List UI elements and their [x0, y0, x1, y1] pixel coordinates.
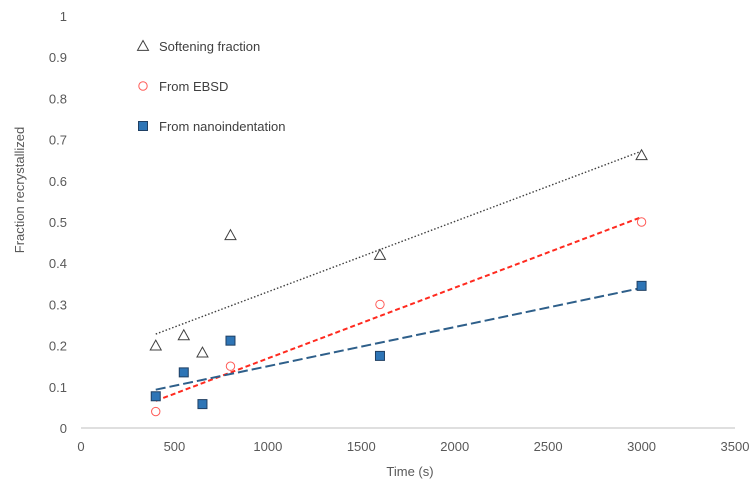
x-tick-label: 500 [164, 439, 186, 454]
y-tick-label: 0.9 [49, 50, 67, 65]
data-markers [149, 148, 648, 417]
y-tick-label: 0.6 [49, 174, 67, 189]
data-point [636, 280, 647, 291]
data-point [635, 148, 648, 161]
x-axis-title: Time (s) [386, 464, 433, 479]
x-tick-label: 2000 [440, 439, 469, 454]
y-tick-label: 0.7 [49, 133, 67, 148]
data-point [197, 399, 208, 410]
x-tick-label: 3500 [721, 439, 750, 454]
x-tick-labels: 0 500 1000 1500 2000 2500 3000 3500 [77, 439, 749, 454]
legend-marker [136, 39, 150, 51]
data-point [150, 391, 161, 402]
data-point [196, 346, 209, 358]
trendline [155, 286, 642, 391]
legend: Softening fraction From EBSD From nanoinde… [136, 39, 285, 134]
data-point [225, 361, 236, 371]
y-tick-labels: 0 0.1 0.2 0.3 0.4 0.5 0.6 0.7 0.8 0.9 1 [49, 9, 67, 436]
data-point [224, 228, 237, 241]
y-tick-label: 0 [60, 421, 67, 436]
data-point [177, 328, 191, 341]
x-tick-label: 1000 [253, 439, 282, 454]
trendline [155, 216, 642, 402]
y-tick-label: 1 [60, 9, 67, 24]
data-point [374, 350, 385, 361]
legend-label: From EBSD [159, 79, 228, 94]
x-tick-label: 1500 [347, 439, 376, 454]
y-tick-label: 0.2 [49, 339, 67, 354]
data-point [151, 406, 161, 417]
x-tick-label: 0 [77, 439, 84, 454]
data-point [178, 367, 189, 378]
legend-label: Softening fraction [159, 39, 260, 54]
data-point [149, 339, 163, 351]
data-point [225, 335, 236, 346]
trendlines [155, 150, 642, 402]
x-tick-label: 3000 [627, 439, 656, 454]
x-tick-label: 2500 [534, 439, 563, 454]
y-tick-label: 0.4 [49, 256, 67, 271]
legend-label: From nanoindentation [159, 119, 285, 134]
legend-marker [138, 81, 148, 91]
y-tick-label: 0.3 [49, 297, 67, 312]
y-tick-label: 0.1 [49, 380, 67, 395]
data-point [373, 248, 387, 260]
trendline [155, 150, 642, 335]
legend-marker [138, 121, 148, 131]
data-point [375, 299, 385, 310]
y-tick-label: 0.8 [49, 91, 67, 106]
y-tick-label: 0.5 [49, 215, 67, 230]
data-point [636, 217, 647, 227]
y-axis-title: Fraction recrystallized [12, 127, 27, 253]
